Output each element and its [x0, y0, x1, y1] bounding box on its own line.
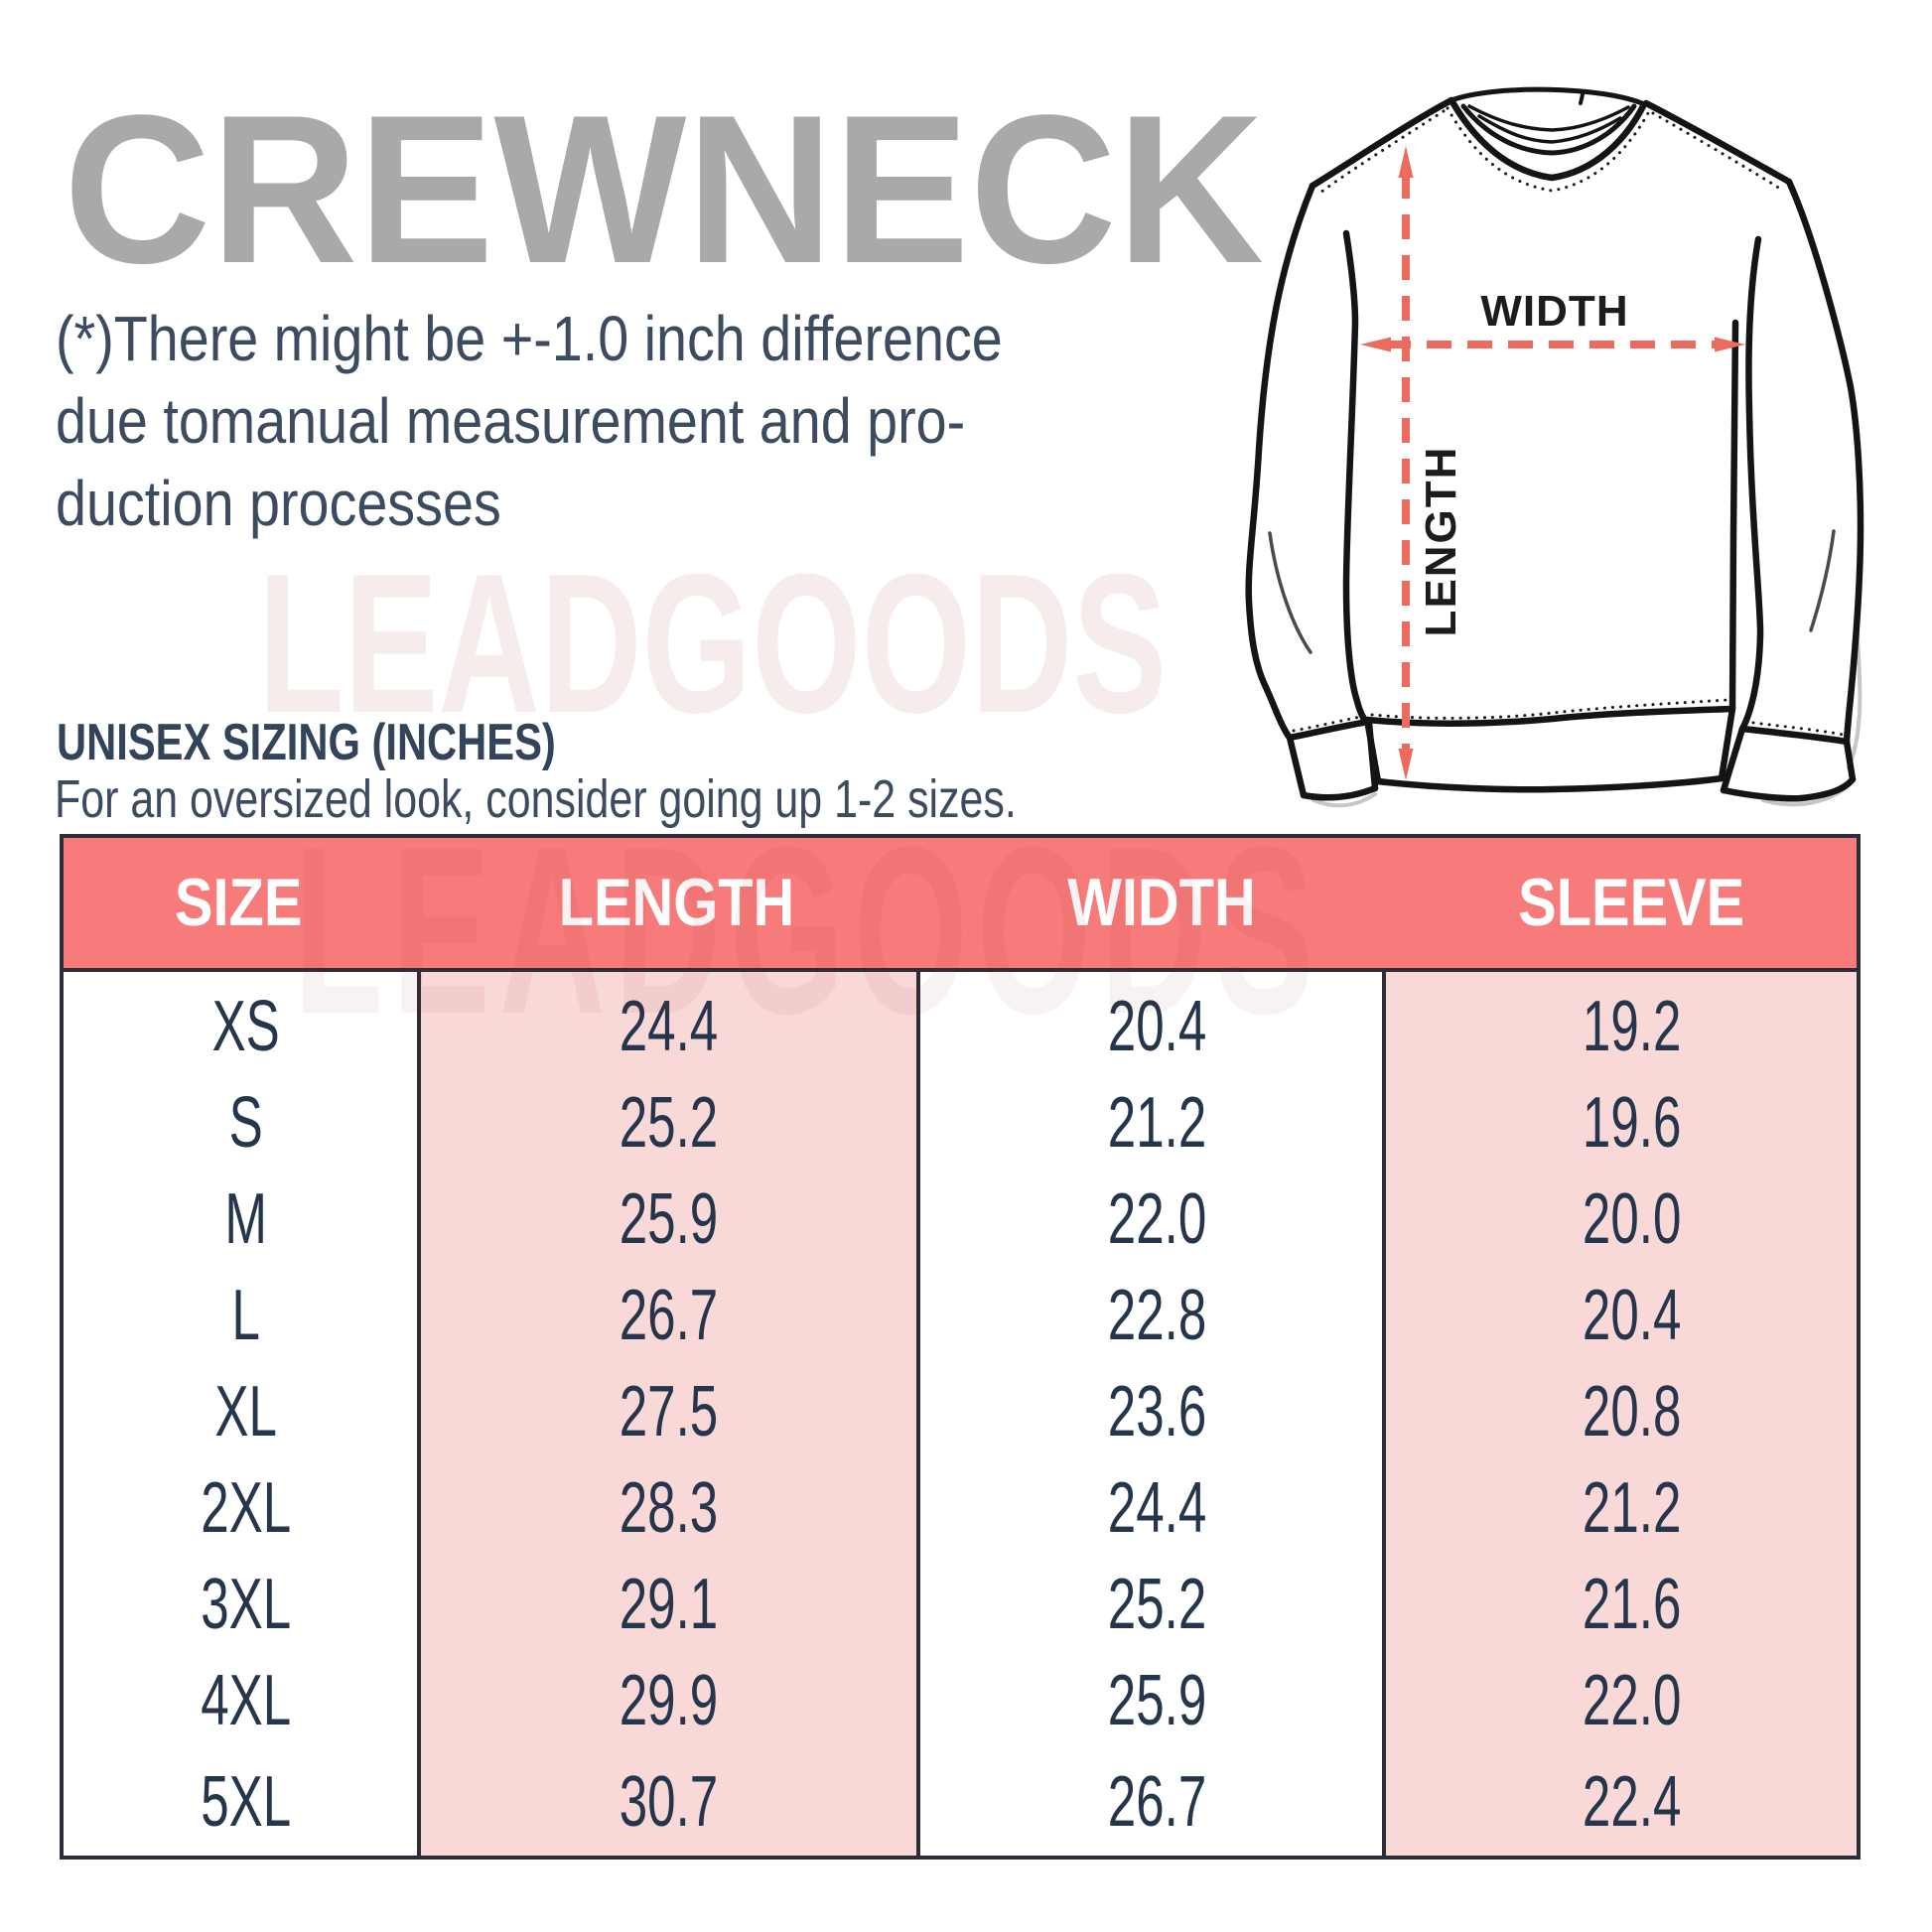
svg-text:LENGTH: LENGTH: [1417, 446, 1465, 637]
svg-text:WIDTH: WIDTH: [1480, 287, 1628, 336]
